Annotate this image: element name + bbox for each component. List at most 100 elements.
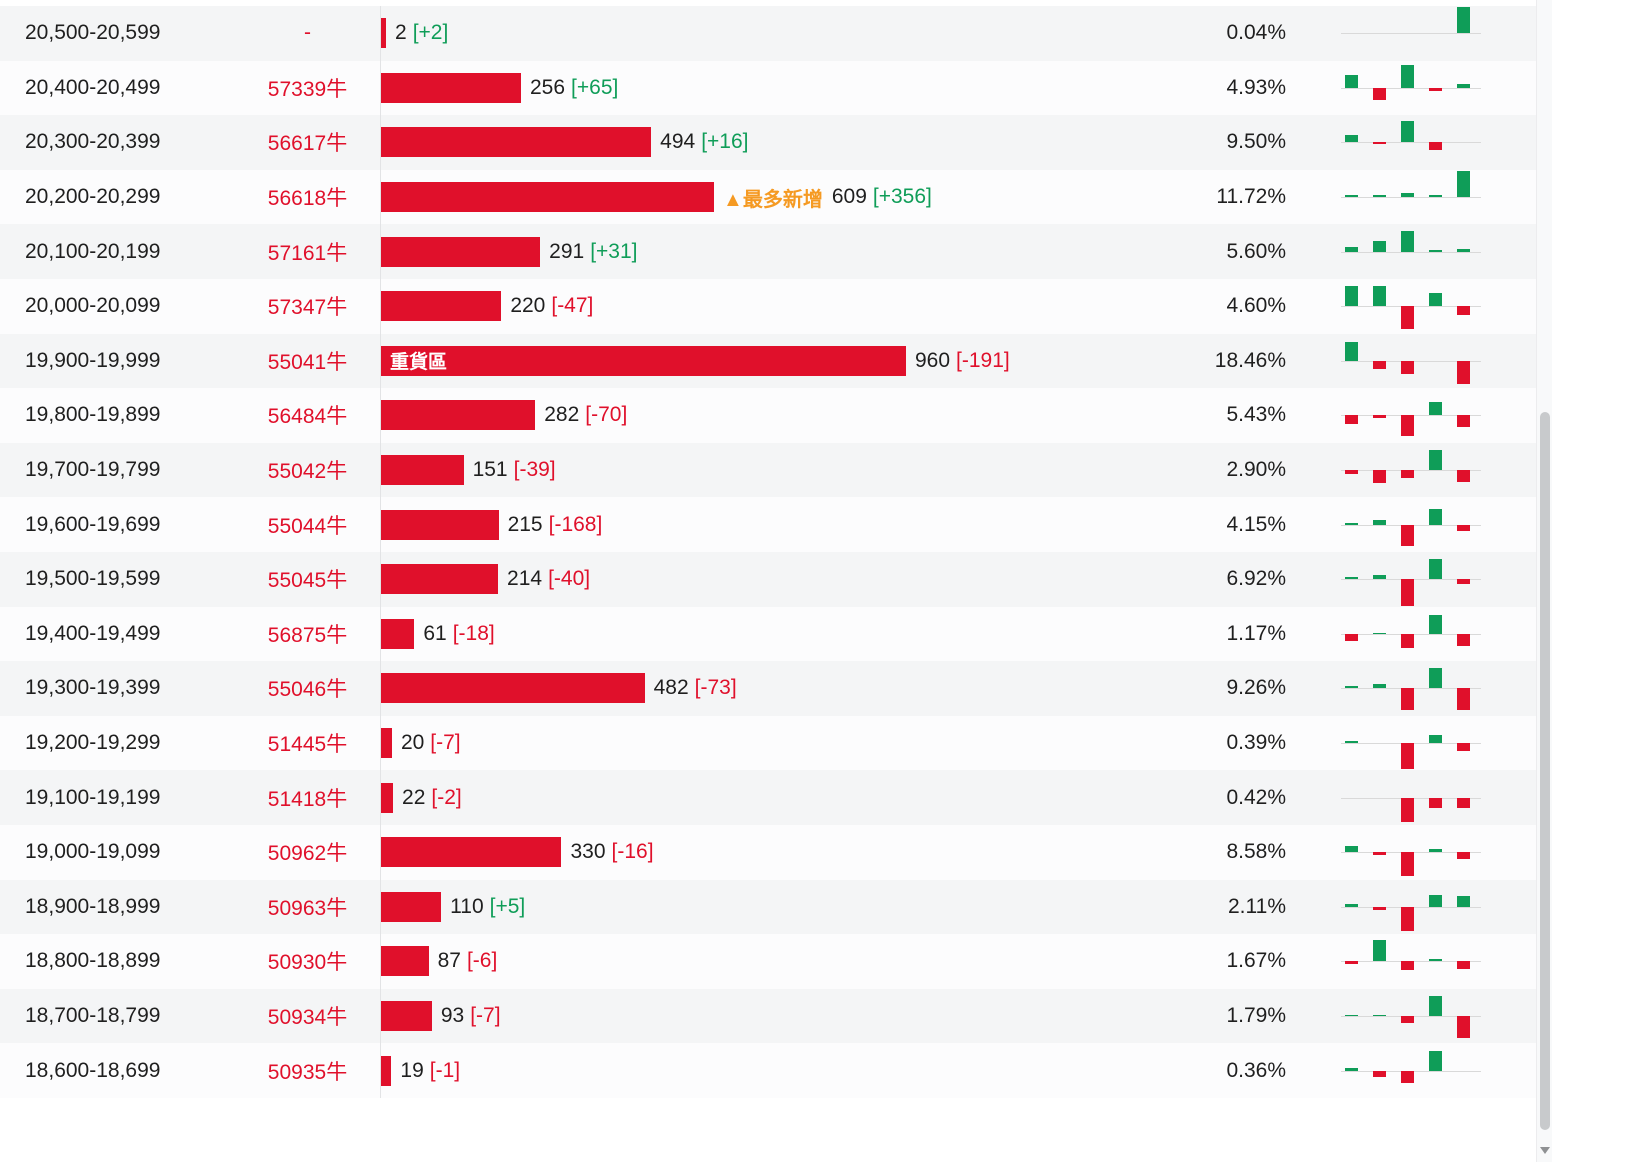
table-row[interactable]: 19,600-19,699 55044牛 215 [-168] 4.15% xyxy=(0,497,1536,552)
scrollbar[interactable] xyxy=(1536,0,1552,1162)
spark-cell xyxy=(1286,552,1536,607)
outstanding-bar xyxy=(381,291,502,322)
table-row[interactable]: 18,600-18,699 50935牛 19 [-1] 0.36% xyxy=(0,1043,1536,1098)
outstanding-bar xyxy=(381,400,536,431)
table-row[interactable]: 18,900-18,999 50963牛 110 [+5] 2.11% xyxy=(0,879,1536,935)
outstanding-value: 482 xyxy=(653,676,689,700)
outstanding-value: 220 xyxy=(510,294,546,318)
sparkline-bar xyxy=(1345,194,1358,198)
cbbc-code-link[interactable]: 50935牛 xyxy=(267,1060,348,1084)
table-row[interactable]: 19,800-19,899 56484牛 282 [-70] 5.43% xyxy=(0,388,1536,443)
outstanding-bar xyxy=(381,1000,432,1031)
outstanding-change: [+2] xyxy=(412,21,449,45)
sparkline-bar xyxy=(1429,250,1442,252)
sparkline-bar xyxy=(1429,734,1442,744)
percentage-label: 1.17% xyxy=(1226,621,1286,645)
sparkline-bar xyxy=(1457,306,1470,315)
bar-cell: 214 [-40] xyxy=(380,551,1141,607)
bar-cell: ▲最多新增 609 [+356] xyxy=(380,169,1141,225)
scrollbar-thumb[interactable] xyxy=(1540,412,1550,1130)
table-row[interactable]: 20,200-20,299 56618牛 ▲最多新增 609 [+356] 11… xyxy=(0,169,1536,225)
sparkline-bar xyxy=(1401,852,1414,877)
cbbc-code-link[interactable]: - xyxy=(304,21,311,45)
sparkline-bar xyxy=(1373,574,1386,580)
percentage-label: 11.72% xyxy=(1216,185,1286,209)
spark-cell xyxy=(1286,61,1536,116)
price-range-label: 19,600-19,699 xyxy=(25,512,161,536)
outstanding-value: 87 xyxy=(437,949,461,973)
sparkline-bar xyxy=(1345,576,1358,580)
cbbc-code-link[interactable]: 50930牛 xyxy=(267,951,348,975)
table-row[interactable]: 19,500-19,599 55045牛 214 [-40] 6.92% xyxy=(0,551,1536,607)
sparkline-baseline xyxy=(1341,87,1481,89)
cbbc-code-link[interactable]: 57347牛 xyxy=(267,296,348,320)
sparkline-bar xyxy=(1429,1051,1442,1071)
history-sparkline xyxy=(1341,607,1481,662)
table-row[interactable]: 20,500-20,599 - 2 [+2] 0.04% xyxy=(0,6,1536,61)
outstanding-value: 61 xyxy=(423,621,447,645)
sparkline-bar xyxy=(1345,685,1358,689)
price-range-label: 19,300-19,399 xyxy=(25,676,161,700)
sparkline-bar xyxy=(1373,87,1386,100)
scroll-down-button[interactable] xyxy=(1537,1142,1553,1158)
table-row[interactable]: 20,300-20,399 56617牛 494 [+16] 9.50% xyxy=(0,115,1536,170)
outstanding-bar xyxy=(381,236,541,267)
sparkline-baseline xyxy=(1341,33,1481,35)
sparkline-bar xyxy=(1373,939,1386,962)
sparkline-bar xyxy=(1373,852,1386,855)
sparkline-bar xyxy=(1373,906,1386,910)
percentage-label: 1.67% xyxy=(1226,949,1286,973)
cbbc-code-link[interactable]: 51445牛 xyxy=(267,733,348,757)
cbbc-code-link[interactable]: 55042牛 xyxy=(267,460,348,484)
bar-cell: 151 [-39] xyxy=(380,442,1141,498)
cbbc-code-link[interactable]: 56618牛 xyxy=(267,187,348,211)
outstanding-bar xyxy=(381,946,429,977)
percentage-label: 2.90% xyxy=(1226,458,1286,482)
table-row[interactable]: 19,200-19,299 51445牛 20 [-7] 0.39% xyxy=(0,715,1536,771)
outstanding-change: [+31] xyxy=(590,239,638,263)
table-row[interactable]: 19,700-19,799 55042牛 151 [-39] 2.90% xyxy=(0,442,1536,498)
cbbc-code-link[interactable]: 55045牛 xyxy=(267,569,348,593)
spark-cell xyxy=(1286,989,1536,1044)
bar-cell: 220 [-47] xyxy=(380,278,1141,334)
outstanding-bar xyxy=(381,618,415,649)
sparkline-bar xyxy=(1457,248,1470,252)
history-sparkline xyxy=(1341,825,1481,880)
table-row[interactable]: 20,400-20,499 57339牛 256 [+65] 4.93% xyxy=(0,60,1536,116)
table-row[interactable]: 19,100-19,199 51418牛 22 [-2] 0.42% xyxy=(0,770,1536,825)
cbbc-code-link[interactable]: 56875牛 xyxy=(267,623,348,647)
cbbc-code-link[interactable]: 50962牛 xyxy=(267,842,348,866)
outstanding-value: 215 xyxy=(507,512,543,536)
spark-cell xyxy=(1286,934,1536,989)
spark-cell xyxy=(1286,443,1536,498)
table-row[interactable]: 18,800-18,899 50930牛 87 [-6] 1.67% xyxy=(0,934,1536,989)
table-row[interactable]: 19,300-19,399 55046牛 482 [-73] 9.26% xyxy=(0,661,1536,716)
cbbc-code-link[interactable]: 55044牛 xyxy=(267,514,348,538)
cbbc-code-link[interactable]: 57161牛 xyxy=(267,241,348,265)
spark-cell xyxy=(1286,607,1536,662)
sparkline-bar xyxy=(1345,1068,1358,1071)
sparkline-bar xyxy=(1401,579,1414,606)
chevron-down-icon xyxy=(1540,1146,1550,1154)
cbbc-code-link[interactable]: 56617牛 xyxy=(267,132,348,156)
percentage-label: 9.26% xyxy=(1226,676,1286,700)
outstanding-value: 214 xyxy=(507,567,543,591)
table-row[interactable]: 20,100-20,199 57161牛 291 [+31] 5.60% xyxy=(0,224,1536,279)
sparkline-bar xyxy=(1429,668,1442,689)
table-row[interactable]: 18,700-18,799 50934牛 93 [-7] 1.79% xyxy=(0,988,1536,1044)
cbbc-code-link[interactable]: 55041牛 xyxy=(267,350,348,374)
sparkline-bar xyxy=(1401,120,1414,143)
bar-cell: 330 [-16] xyxy=(380,824,1141,880)
sparkline-bar xyxy=(1429,558,1442,580)
table-row[interactable]: 19,900-19,999 55041牛 重貨區 960 [-191] 18.4… xyxy=(0,333,1536,389)
cbbc-code-link[interactable]: 51418牛 xyxy=(267,787,348,811)
cbbc-code-link[interactable]: 50963牛 xyxy=(267,896,348,920)
table-row[interactable]: 19,000-19,099 50962牛 330 [-16] 8.58% xyxy=(0,824,1536,880)
cbbc-code-link[interactable]: 56484牛 xyxy=(267,405,348,429)
table-row[interactable]: 19,400-19,499 56875牛 61 [-18] 1.17% xyxy=(0,606,1536,662)
table-row[interactable]: 20,000-20,099 57347牛 220 [-47] 4.60% xyxy=(0,278,1536,334)
cbbc-code-link[interactable]: 55046牛 xyxy=(267,678,348,702)
cbbc-code-link[interactable]: 50934牛 xyxy=(267,1005,348,1029)
cbbc-code-link[interactable]: 57339牛 xyxy=(267,77,348,101)
